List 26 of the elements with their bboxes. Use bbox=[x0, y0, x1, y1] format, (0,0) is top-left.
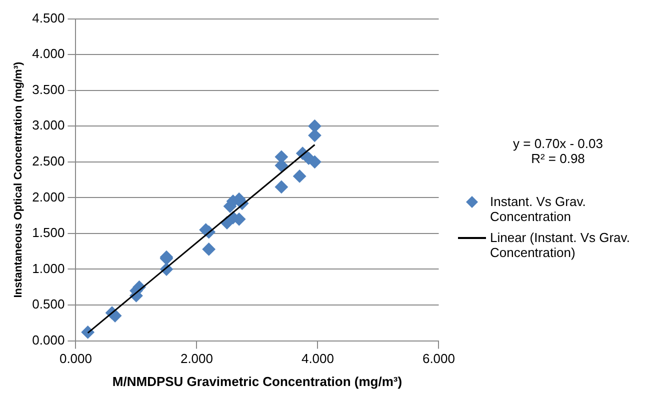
y-tick-label: 0.500 bbox=[32, 296, 65, 312]
point bbox=[302, 152, 316, 165]
text: y = 0.70x - 0.03 bbox=[512, 136, 604, 151]
x-axis-title: M/NMDPSU Gravimetric Concentration (mg/m³) bbox=[112, 374, 402, 389]
y-tick-label: 3.500 bbox=[32, 82, 65, 97]
y-tick-label: 4.000 bbox=[32, 46, 65, 62]
y-tick-label: 1.500 bbox=[32, 225, 65, 240]
point bbox=[274, 180, 288, 194]
y-tick-label: 4.500 bbox=[32, 10, 65, 26]
legend-label: Instant. Vs Grav. Concentration bbox=[490, 194, 587, 224]
x-tick-label: 2.000 bbox=[180, 351, 214, 366]
y-tick-label: 0.000 bbox=[32, 332, 65, 348]
y-tick-label: 1.000 bbox=[32, 260, 65, 276]
x-tick-label: 0.000 bbox=[59, 351, 92, 366]
point bbox=[293, 170, 306, 183]
y-tick-label: 2.500 bbox=[32, 153, 65, 168]
y-axis-title: Instantaneous Optical Concentration (mg/m³) bbox=[12, 62, 25, 298]
legend-label: Linear (Instant. Vs Grav. Concentration) bbox=[490, 230, 631, 260]
text: R² = 0.98 bbox=[530, 151, 586, 166]
x-tick-label: 6.000 bbox=[422, 351, 456, 366]
x-tick-label: 4.000 bbox=[301, 351, 334, 366]
y-tick-label: 2.000 bbox=[32, 189, 65, 204]
point bbox=[308, 120, 322, 133]
y-tick-label: 3.000 bbox=[32, 118, 65, 133]
point bbox=[108, 309, 122, 322]
point bbox=[202, 242, 216, 256]
